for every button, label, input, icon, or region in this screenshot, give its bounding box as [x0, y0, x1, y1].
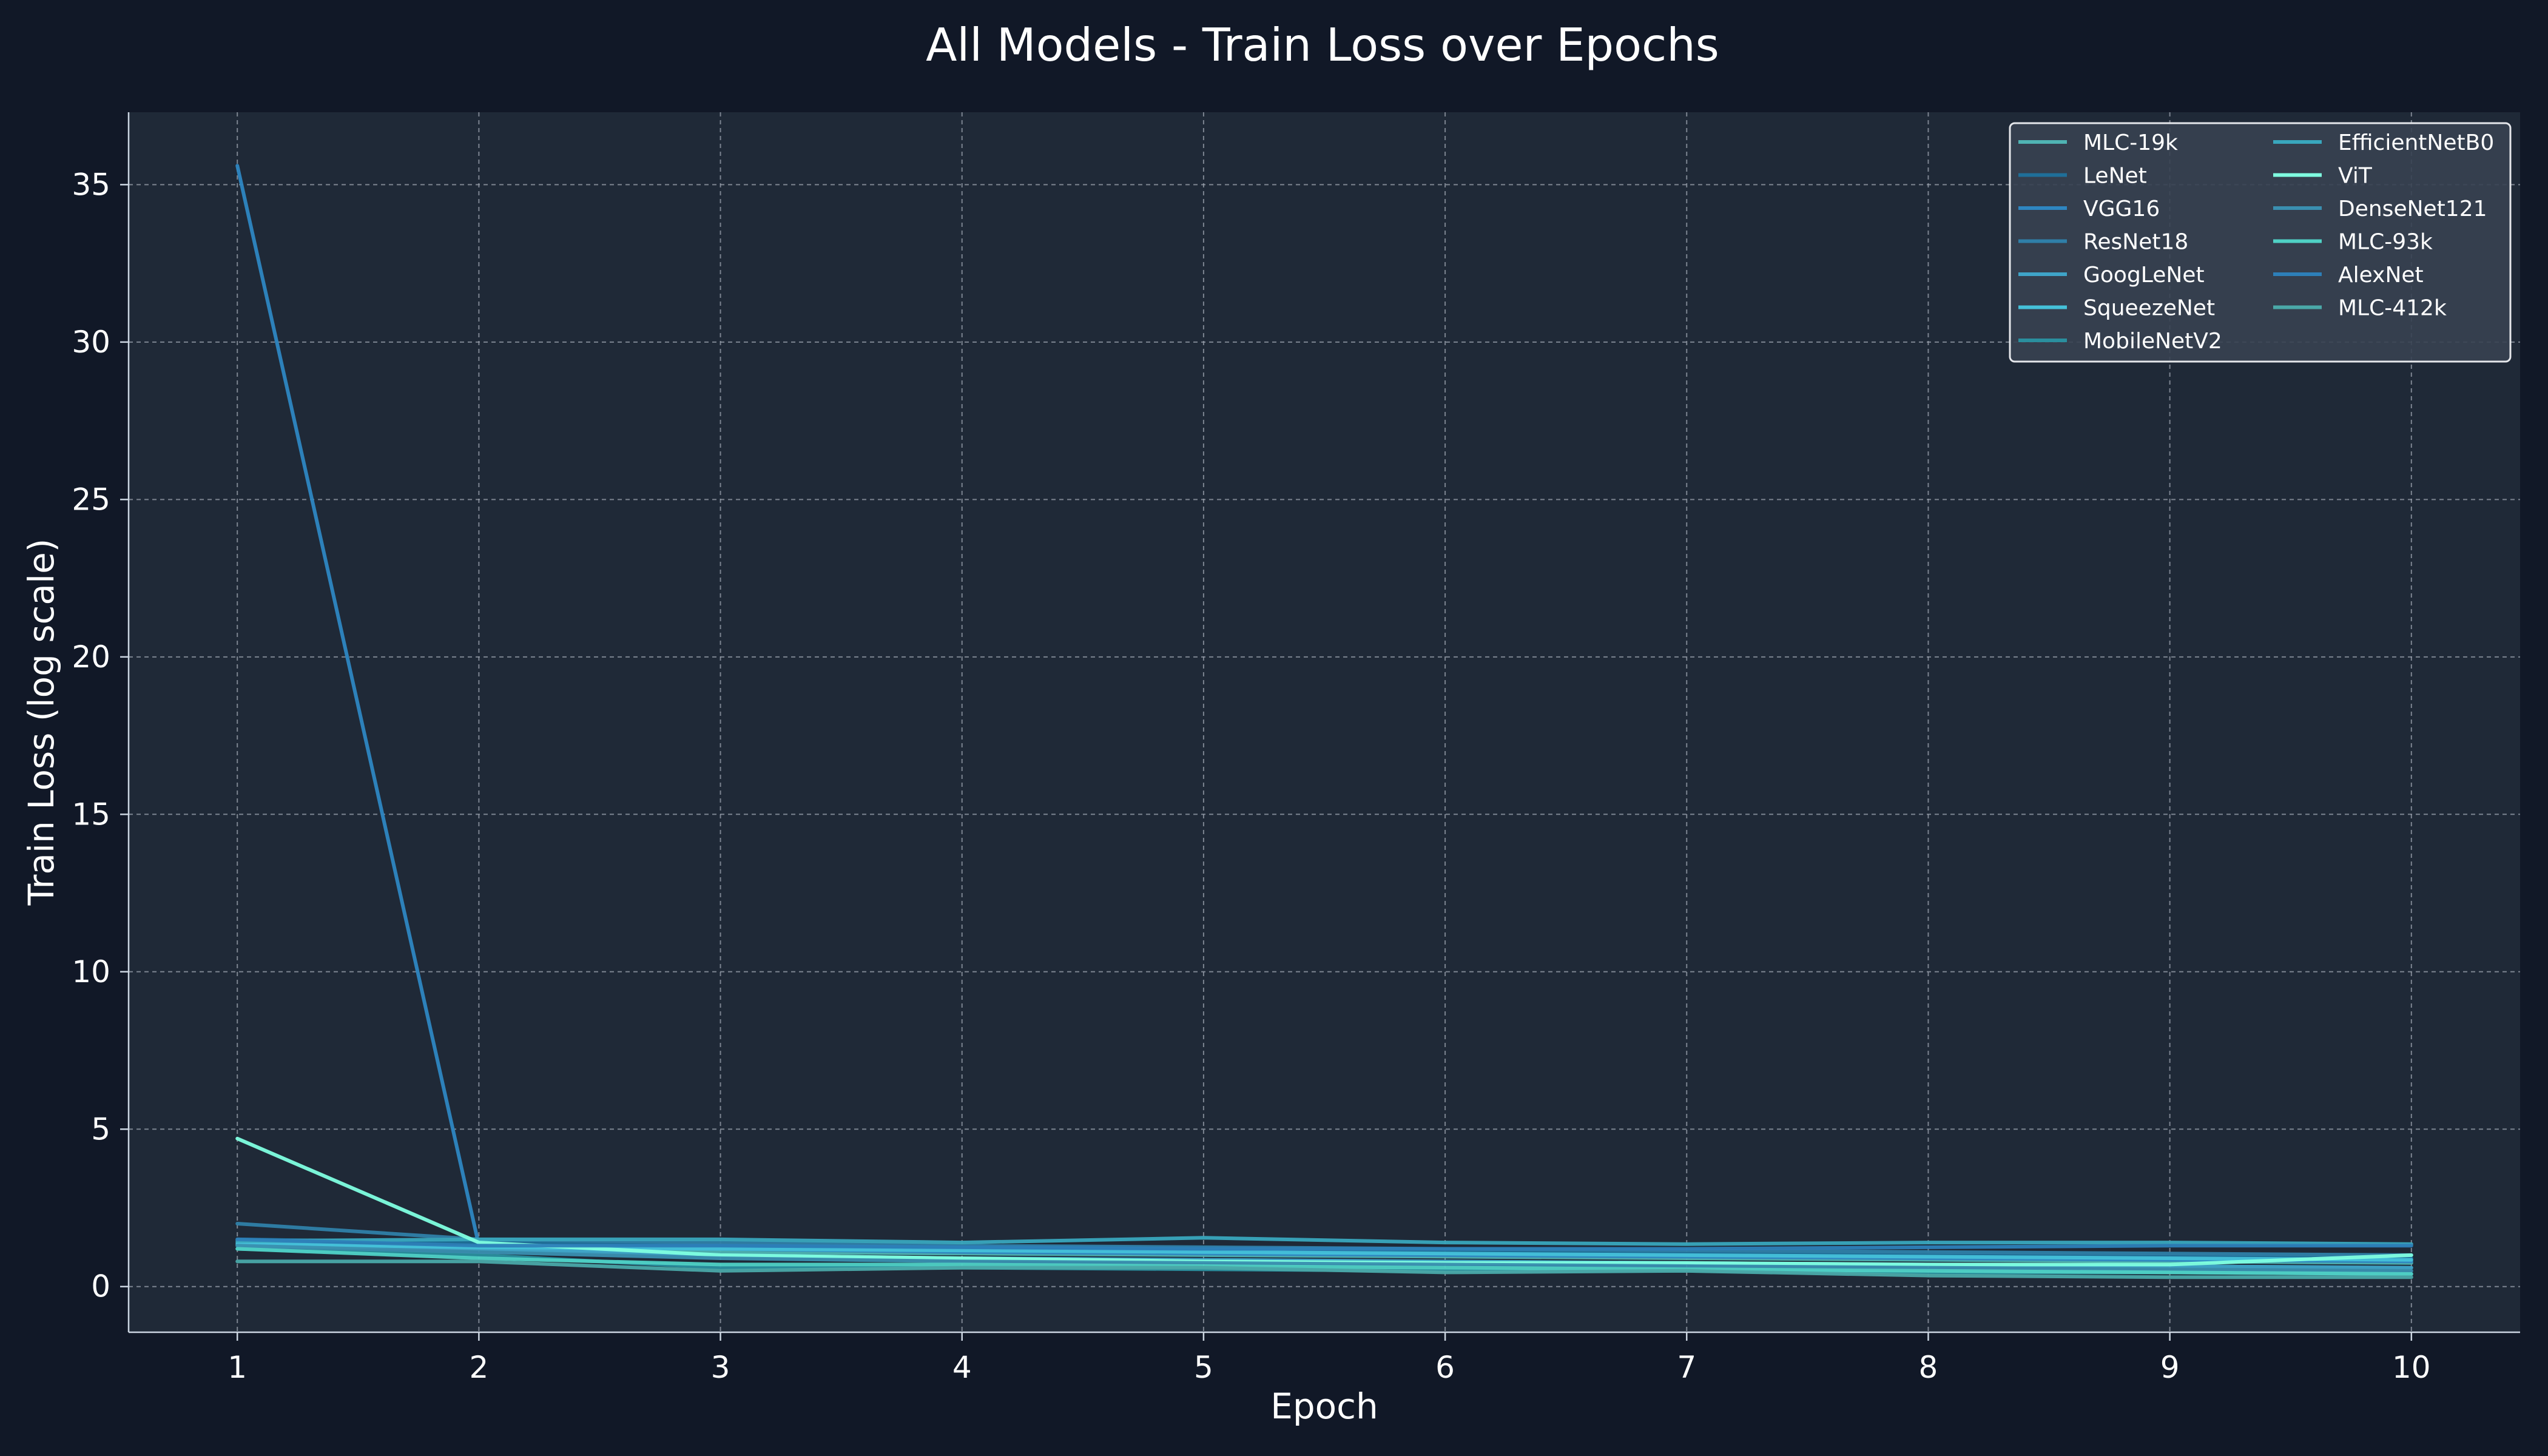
y-tick-label: 5: [91, 1111, 110, 1147]
series-line-alexnet: [235, 1237, 2413, 1251]
legend-box: [2009, 122, 2512, 363]
y-tick-label: 20: [72, 639, 110, 675]
x-tick-label: 2: [469, 1350, 488, 1385]
y-tick-label: 10: [72, 954, 110, 989]
x-axis-label: Epoch: [1270, 1386, 1378, 1427]
x-tick-label: 10: [2392, 1350, 2431, 1385]
chart-title: All Models - Train Loss over Epochs: [926, 18, 1719, 72]
series-line-mlc-93k: [235, 1247, 2413, 1276]
legend: MLC-19k LeNet VGG16 ResNet18 GoogLeNet Squeez…: [2009, 122, 2512, 363]
legend-label-alexnet: AlexNet: [2338, 263, 2424, 288]
y-tick-label: 35: [72, 167, 110, 202]
series-lines: [235, 164, 2413, 1279]
series-line-efficientnetb0: [235, 1236, 2413, 1246]
x-tick-label: 6: [1435, 1350, 1455, 1385]
axis-ticks: 1 2 3 4 5 6 7 8 9 10 0 5 10 15 20 25 30 35: [72, 167, 2430, 1385]
grid: [129, 112, 2520, 1332]
legend-label-lenet: LeNet: [2083, 164, 2147, 189]
series-line-mlc-412k: [235, 1259, 2413, 1279]
legend-label-mlc-19k: MLC-19k: [2083, 130, 2178, 155]
legend-label-mobilenetv2: MobileNetV2: [2083, 329, 2222, 354]
legend-label-vgg16: VGG16: [2083, 197, 2160, 221]
x-tick-label: 5: [1194, 1350, 1213, 1385]
legend-label-densenet121: DenseNet121: [2338, 197, 2487, 221]
series-line-densenet121: [235, 1244, 2413, 1273]
legend-label-squeezenet: SqueezeNet: [2083, 296, 2215, 321]
legend-label-mlc-412k: MLC-412k: [2338, 296, 2447, 321]
x-tick-label: 9: [2160, 1350, 2180, 1385]
x-tick-label: 1: [228, 1350, 247, 1385]
y-tick-label: 25: [72, 482, 110, 517]
legend-label-vit: ViT: [2338, 164, 2373, 189]
y-axis-label: Train Loss (log scale): [21, 539, 62, 906]
y-tick-label: 0: [91, 1269, 110, 1304]
y-tick-label: 30: [72, 325, 110, 360]
legend-label-mlc-93k: MLC-93k: [2338, 230, 2433, 255]
legend-label-efficientnetb0: EfficientNetB0: [2338, 130, 2494, 155]
x-tick-label: 4: [952, 1350, 972, 1385]
y-tick-label: 15: [72, 797, 110, 832]
x-tick-label: 8: [1919, 1350, 1938, 1385]
legend-label-resnet18: ResNet18: [2083, 230, 2188, 255]
x-tick-label: 3: [711, 1350, 730, 1385]
x-tick-label: 7: [1677, 1350, 1696, 1385]
legend-label-googlenet: GoogLeNet: [2083, 263, 2205, 288]
